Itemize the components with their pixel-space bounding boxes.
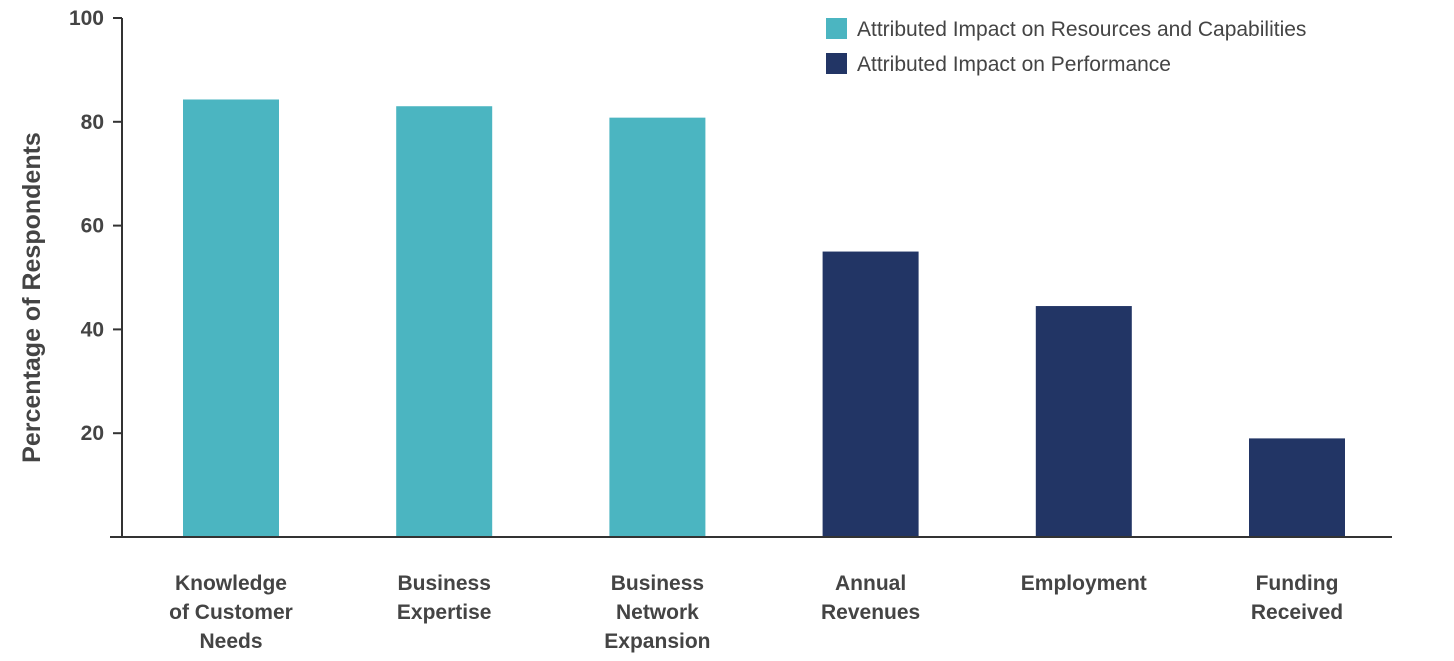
y-tick-label: 40 [81,318,104,341]
x-category-label-line: Employment [1021,572,1147,595]
x-category-label-line: Network [616,601,699,624]
bar [396,106,493,537]
x-category-label-line: Expertise [397,601,492,624]
x-category-label-line: Business [398,572,491,595]
x-category-label-line: Revenues [821,601,920,624]
x-category-label: Annual Revenues [821,572,920,624]
y-tick-label: 100 [69,7,104,30]
x-category-label-line: Expansion [604,630,710,653]
x-category-label-line: of Customer [169,601,293,624]
x-category-label: Knowledge of Customer Needs [169,572,293,653]
y-tick-label: 80 [81,111,104,134]
y-axis: 20 40 60 80 100 [69,7,123,537]
legend-label: Attributed Impact on Performance [857,53,1171,76]
y-tick-label: 20 [81,422,104,445]
x-category-label-line: Annual [835,572,906,595]
x-category-label-line: Funding [1256,572,1339,595]
x-axis: Knowledge of Customer Needs Business Experti… [110,536,1392,653]
x-category-label-line: Knowledge [175,572,287,595]
bar [1035,306,1132,537]
bar [1249,438,1345,537]
y-tick-label: 60 [81,215,104,238]
legend: Attributed Impact on Resources and Capab… [826,18,1306,76]
bars [183,99,1345,538]
x-category-label: Business Expertise [397,572,492,624]
x-category-label: Employment [1021,572,1147,595]
bar [822,251,919,538]
bar [183,99,279,537]
legend-label: Attributed Impact on Resources and Capab… [857,18,1306,41]
x-category-label-line: Received [1251,601,1343,624]
x-category-label: Business Network Expansion [604,572,710,653]
x-category-label: Funding Received [1251,572,1343,624]
bar [609,117,706,537]
x-category-label-line: Needs [199,630,262,653]
legend-swatch [826,53,847,74]
y-axis-label: Percentage of Respondents [18,132,46,463]
legend-swatch [826,18,847,39]
x-category-label-line: Business [611,572,704,595]
